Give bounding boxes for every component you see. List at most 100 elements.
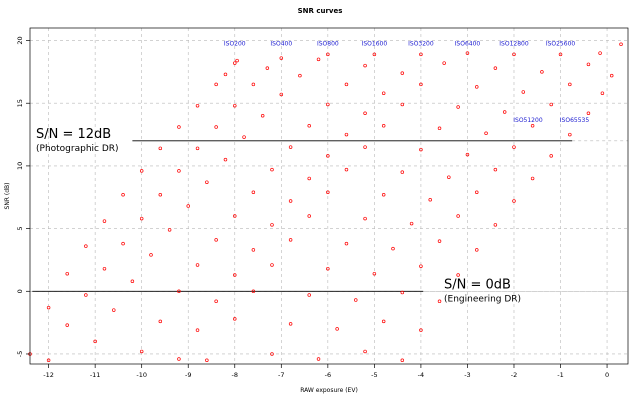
data-point xyxy=(363,216,367,221)
data-point xyxy=(186,204,190,208)
data-point xyxy=(195,263,200,267)
y-axis-ticks: -5 0 5 10 15 20 xyxy=(16,36,30,357)
x-tick-label: -6 xyxy=(325,371,331,379)
data-point xyxy=(251,82,256,87)
y-tick-label: 0 xyxy=(16,289,24,293)
data-point xyxy=(177,125,181,129)
data-point xyxy=(586,111,591,115)
data-point xyxy=(270,223,274,227)
series-label: ISO12800 xyxy=(499,41,529,48)
data-point xyxy=(363,145,367,149)
data-point xyxy=(475,85,479,89)
data-point xyxy=(530,124,535,128)
data-point xyxy=(121,193,125,197)
x-tick-label: -10 xyxy=(136,371,147,379)
data-point xyxy=(381,91,386,95)
gridlines xyxy=(30,28,628,364)
data-point xyxy=(177,357,181,361)
annotation-0db-subtitle: (Engineering DR) xyxy=(444,294,521,304)
series-label: ISO3200 xyxy=(408,41,434,48)
x-tick-label: -2 xyxy=(511,371,517,379)
data-point xyxy=(437,239,442,243)
x-tick-label: -5 xyxy=(371,371,377,379)
data-point xyxy=(242,135,246,139)
data-point xyxy=(447,175,451,179)
data-point xyxy=(112,308,116,312)
data-point xyxy=(456,273,460,277)
data-point xyxy=(521,90,526,94)
data-point xyxy=(354,298,358,302)
chart-title: SNR curves xyxy=(298,7,343,15)
data-point xyxy=(177,289,181,294)
y-tick-label: 5 xyxy=(16,227,24,231)
data-point xyxy=(400,71,405,75)
data-point xyxy=(251,248,256,252)
data-point xyxy=(400,170,405,174)
data-point xyxy=(270,263,274,267)
data-point xyxy=(167,228,172,232)
data-point xyxy=(344,241,349,246)
data-point xyxy=(549,102,553,107)
data-point xyxy=(558,52,563,57)
data-point xyxy=(307,214,311,218)
data-point xyxy=(326,102,330,107)
data-point xyxy=(121,241,125,246)
series-label: ISO400 xyxy=(270,41,292,48)
series-label: ISO25600 xyxy=(546,41,576,48)
data-point xyxy=(102,266,107,271)
y-axis-label: SNR (dB) xyxy=(4,183,11,210)
x-tick-label: -11 xyxy=(90,371,101,379)
data-point xyxy=(419,328,423,332)
data-point xyxy=(512,52,516,57)
y-tick-label: 10 xyxy=(16,162,24,170)
data-point xyxy=(586,62,591,67)
data-point xyxy=(530,176,535,181)
data-point xyxy=(475,248,479,252)
data-point xyxy=(223,72,228,77)
data-point xyxy=(265,66,270,70)
data-point xyxy=(400,290,405,295)
data-point xyxy=(568,132,572,137)
data-point xyxy=(465,51,470,55)
data-point xyxy=(288,145,293,149)
data-point xyxy=(316,57,321,62)
data-point xyxy=(540,70,544,74)
data-point xyxy=(279,92,284,97)
data-point xyxy=(223,157,228,162)
data-point xyxy=(307,124,311,128)
data-point xyxy=(372,271,377,276)
data-point xyxy=(568,82,572,87)
data-point xyxy=(363,63,367,68)
x-tick-label: -12 xyxy=(43,371,54,379)
data-point xyxy=(233,103,237,108)
data-point xyxy=(65,271,69,276)
data-point xyxy=(381,193,386,197)
data-point xyxy=(149,253,153,257)
data-point xyxy=(419,264,423,268)
data-point xyxy=(475,190,479,194)
data-point xyxy=(484,131,488,136)
data-point xyxy=(251,289,256,294)
data-point xyxy=(270,352,274,356)
data-point xyxy=(214,238,218,242)
x-tick-label: -1 xyxy=(557,371,563,379)
data-point xyxy=(307,176,311,181)
data-point xyxy=(139,349,144,354)
data-point xyxy=(372,52,377,57)
data-point xyxy=(381,124,386,128)
data-point xyxy=(139,169,144,173)
data-point xyxy=(493,223,498,227)
data-point xyxy=(270,167,274,172)
x-tick-label: -8 xyxy=(232,371,238,379)
data-points xyxy=(28,42,623,362)
data-point xyxy=(493,66,498,70)
data-point xyxy=(139,216,144,221)
data-point xyxy=(391,246,395,251)
data-point xyxy=(442,61,446,65)
x-tick-label: 0 xyxy=(605,371,609,379)
data-point xyxy=(205,358,209,362)
data-point xyxy=(195,103,200,108)
data-point xyxy=(598,51,602,55)
data-point xyxy=(233,214,237,218)
